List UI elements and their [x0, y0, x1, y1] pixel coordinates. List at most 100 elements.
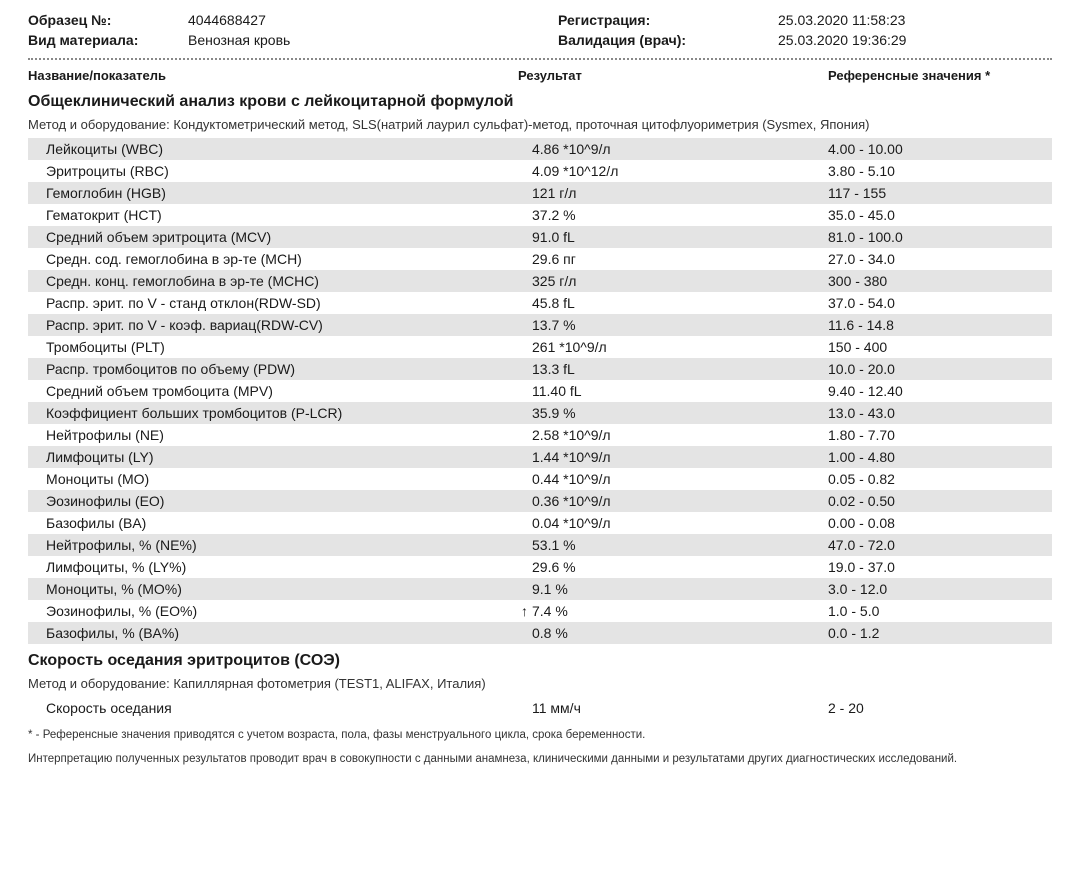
col-header-name: Название/показатель — [28, 68, 518, 83]
column-headers: Название/показатель Результат Референсны… — [28, 66, 1052, 89]
table-row: Моноциты (MO) 0.44 *10^9/л 0.05 - 0.82 — [28, 468, 1052, 490]
cell-result-value: 121 г/л — [532, 185, 576, 201]
col-header-result: Результат — [518, 68, 828, 83]
table-row: Средний объем эритроцита (MCV)91.0 fL81.… — [28, 226, 1052, 248]
cell-result-wrap: ↑7.4 % — [518, 603, 828, 619]
cell-result-wrap: 0.36 *10^9/л — [518, 493, 828, 509]
cell-parameter-name: Распр. эрит. по V - станд отклон(RDW-SD) — [46, 295, 518, 311]
cell-parameter-name: Средн. сод. гемоглобина в эр-те (MCH) — [46, 251, 518, 267]
cell-result-value: 0.8 % — [532, 625, 568, 641]
table-row: Нейтрофилы, % (NE%)53.1 %47.0 - 72.0 — [28, 534, 1052, 556]
cell-result-value: 4.86 *10^9/л — [532, 141, 611, 157]
cell-result-value: 13.3 fL — [532, 361, 575, 377]
table-row: Эозинофилы (EO) 0.36 *10^9/л 0.02 - 0.50 — [28, 490, 1052, 512]
cell-result-value: 261 *10^9/л — [532, 339, 607, 355]
cell-result-value: 37.2 % — [532, 207, 576, 223]
table-row: Эозинофилы, % (EO%)↑7.4 %1.0 - 5.0 — [28, 600, 1052, 622]
cell-result-value: 0.44 *10^9/л — [532, 471, 611, 487]
footnote-interpretation: Интерпретацию полученных результатов про… — [28, 745, 1052, 770]
cell-parameter-name: Нейтрофилы, % (NE%) — [46, 537, 518, 553]
cell-reference-range: 10.0 - 20.0 — [828, 361, 1052, 377]
table-row: Моноциты, % (MO%)9.1 %3.0 - 12.0 — [28, 578, 1052, 600]
cell-result-wrap: 0.44 *10^9/л — [518, 471, 828, 487]
table-row: Коэффициент больших тромбоцитов (P-LCR) 3… — [28, 402, 1052, 424]
cell-result-value: 1.44 *10^9/л — [532, 449, 611, 465]
cell-reference-range: 37.0 - 54.0 — [828, 295, 1052, 311]
table-row: Гемоглобин (HGB) 121 г/л 117 - 155 — [28, 182, 1052, 204]
table-row: Распр. тромбоцитов по объему (PDW)13.3 f… — [28, 358, 1052, 380]
cell-reference-range: 3.80 - 5.10 — [828, 163, 1052, 179]
cell-parameter-name: Скорость оседания — [46, 700, 518, 716]
cell-result-value: 13.7 % — [532, 317, 576, 333]
cell-result-wrap: 9.1 % — [518, 581, 828, 597]
cell-reference-range: 27.0 - 34.0 — [828, 251, 1052, 267]
cell-result-wrap: 13.7 % — [518, 317, 828, 333]
footnote-reference: * - Референсные значения приводятся с уч… — [28, 719, 1052, 745]
cell-parameter-name: Гемоглобин (HGB) — [46, 185, 518, 201]
cell-result-value: 11 мм/ч — [532, 700, 581, 716]
validation-value: 25.03.2020 19:36:29 — [778, 32, 906, 48]
cell-parameter-name: Моноциты, % (MO%) — [46, 581, 518, 597]
cell-reference-range: 13.0 - 43.0 — [828, 405, 1052, 421]
cell-result-wrap: 11 мм/ч — [518, 700, 828, 716]
cell-reference-range: 0.05 - 0.82 — [828, 471, 1052, 487]
table-row: Лимфоциты, % (LY%) 29.6 % 19.0 - 37.0 — [28, 556, 1052, 578]
table-row: Средн. конц. гемоглобина в эр-те (MCHC)3… — [28, 270, 1052, 292]
cell-parameter-name: Лимфоциты, % (LY%) — [46, 559, 518, 575]
cell-parameter-name: Эозинофилы (EO) — [46, 493, 518, 509]
cell-parameter-name: Средний объем тромбоцита (MPV) — [46, 383, 518, 399]
cell-reference-range: 19.0 - 37.0 — [828, 559, 1052, 575]
table-row: Эритроциты (RBC)4.09 *10^12/л3.80 - 5.10 — [28, 160, 1052, 182]
sample-label: Образец №: — [28, 12, 188, 28]
cell-result-value: 35.9 % — [532, 405, 576, 421]
report-container: Образец №: 4044688427 Регистрация: 25.03… — [0, 0, 1080, 790]
material-label: Вид материала: — [28, 32, 188, 48]
table-row: Тромбоциты (PLT)261 *10^9/л150 - 400 — [28, 336, 1052, 358]
cell-result-wrap: 2.58 *10^9/л — [518, 427, 828, 443]
cell-result-wrap: 91.0 fL — [518, 229, 828, 245]
cell-result-value: 325 г/л — [532, 273, 576, 289]
table-row: Базофилы, % (BA%)0.8 %0.0 - 1.2 — [28, 622, 1052, 644]
section2-title: Скорость оседания эритроцитов (СОЭ) — [28, 644, 1052, 674]
cell-reference-range: 47.0 - 72.0 — [828, 537, 1052, 553]
cell-parameter-name: Базофилы (BA) — [46, 515, 518, 531]
table-row: Базофилы (BA) 0.04 *10^9/л 0.00 - 0.08 — [28, 512, 1052, 534]
table-row: Гематокрит (HCT) 37.2 % 35.0 - 45.0 — [28, 204, 1052, 226]
cell-parameter-name: Лимфоциты (LY) — [46, 449, 518, 465]
cell-reference-range: 117 - 155 — [828, 185, 1052, 201]
cell-parameter-name: Нейтрофилы (NE) — [46, 427, 518, 443]
cell-reference-range: 9.40 - 12.40 — [828, 383, 1052, 399]
cell-result-value: 0.04 *10^9/л — [532, 515, 611, 531]
cell-result-value: 2.58 *10^9/л — [532, 427, 611, 443]
cell-reference-range: 0.00 - 0.08 — [828, 515, 1052, 531]
cell-result-wrap: 35.9 % — [518, 405, 828, 421]
cell-reference-range: 81.0 - 100.0 — [828, 229, 1052, 245]
cell-result-wrap: 261 *10^9/л — [518, 339, 828, 355]
registration-value: 25.03.2020 11:58:23 — [778, 12, 905, 28]
material-value: Венозная кровь — [188, 32, 558, 48]
cell-parameter-name: Лейкоциты (WBC) — [46, 141, 518, 157]
cell-parameter-name: Моноциты (MO) — [46, 471, 518, 487]
cell-parameter-name: Эритроциты (RBC) — [46, 163, 518, 179]
section2-method: Метод и оборудование: Капиллярная фотоме… — [28, 674, 1052, 697]
table-row: Скорость оседания11 мм/ч2 - 20 — [28, 697, 1052, 719]
cell-reference-range: 0.02 - 0.50 — [828, 493, 1052, 509]
cell-reference-range: 35.0 - 45.0 — [828, 207, 1052, 223]
cell-reference-range: 300 - 380 — [828, 273, 1052, 289]
validation-label: Валидация (врач): — [558, 32, 778, 48]
cell-result-value: 29.6 % — [532, 559, 576, 575]
table-row: Лимфоциты (LY)1.44 *10^9/л1.00 - 4.80 — [28, 446, 1052, 468]
cell-parameter-name: Коэффициент больших тромбоцитов (P-LCR) — [46, 405, 518, 421]
cell-result-wrap: 53.1 % — [518, 537, 828, 553]
cell-reference-range: 3.0 - 12.0 — [828, 581, 1052, 597]
cell-result-wrap: 1.44 *10^9/л — [518, 449, 828, 465]
table-row: Распр. эрит. по V - коэф. вариац(RDW-CV)… — [28, 314, 1052, 336]
cell-reference-range: 1.80 - 7.70 — [828, 427, 1052, 443]
cell-result-wrap: 0.8 % — [518, 625, 828, 641]
cell-parameter-name: Гематокрит (HCT) — [46, 207, 518, 223]
cell-result-value: 0.36 *10^9/л — [532, 493, 611, 509]
cell-reference-range: 11.6 - 14.8 — [828, 317, 1052, 333]
table-row: Средний объем тромбоцита (MPV)11.40 fL9.… — [28, 380, 1052, 402]
cell-result-wrap: 29.6 пг — [518, 251, 828, 267]
arrow-up-icon: ↑ — [518, 603, 532, 619]
